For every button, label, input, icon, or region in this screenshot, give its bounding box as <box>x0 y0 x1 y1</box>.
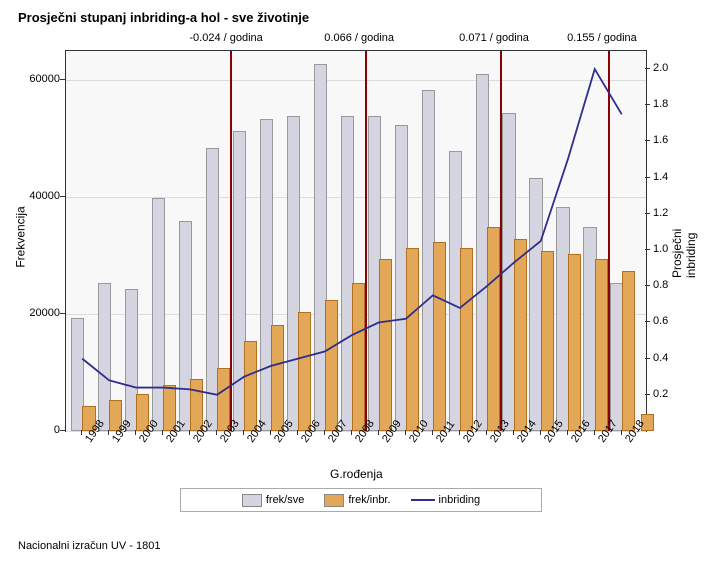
bar-inbr <box>379 259 392 431</box>
legend-label-line: inbriding <box>439 494 481 506</box>
bar-inbr <box>622 271 635 431</box>
reference-line-label: 0.066 / godina <box>324 32 394 44</box>
y-tick-left: 20000 <box>15 307 60 319</box>
x-axis-label: G.rođenja <box>330 467 383 481</box>
y-tick-right: 2.0 <box>653 62 683 74</box>
bar-inbr <box>541 251 554 431</box>
y-tick-right: 0.4 <box>653 352 683 364</box>
legend-swatch-sve <box>242 494 262 507</box>
legend-line-swatch <box>411 499 435 501</box>
bar-inbr <box>460 248 473 431</box>
legend-label-inbr: frek/inbr. <box>348 494 390 506</box>
footer-text: Nacionalni izračun UV - 1801 <box>18 540 160 552</box>
y-tick-left: 60000 <box>15 73 60 85</box>
reference-line-label: 0.155 / godina <box>567 32 637 44</box>
reference-line <box>500 51 502 431</box>
reference-line-label: 0.071 / godina <box>459 32 529 44</box>
bar-inbr <box>568 254 581 431</box>
plot-area <box>65 50 647 432</box>
y-tick-right: 1.4 <box>653 171 683 183</box>
gridline <box>66 80 646 81</box>
bar-inbr <box>433 242 446 431</box>
reference-line <box>365 51 367 431</box>
y-tick-left: 40000 <box>15 190 60 202</box>
legend-item-sve: frek/sve <box>242 494 305 507</box>
reference-line-label: -0.024 / godina <box>189 32 262 44</box>
bar-inbr <box>595 259 608 431</box>
legend-swatch-inbr <box>324 494 344 507</box>
y-tick-right: 1.8 <box>653 98 683 110</box>
reference-line <box>230 51 232 431</box>
bar-inbr <box>406 248 419 431</box>
bar-inbr <box>298 312 311 431</box>
y-tick-left: 0 <box>15 424 60 436</box>
chart-title: Prosječni stupanj inbriding-a hol - sve … <box>18 10 309 25</box>
y-tick-right: 0.2 <box>653 388 683 400</box>
y-axis-label-left: Frekvencija <box>14 206 28 267</box>
bar-inbr <box>514 239 527 431</box>
y-tick-right: 1.2 <box>653 207 683 219</box>
y-tick-right: 0.8 <box>653 279 683 291</box>
y-tick-right: 0.6 <box>653 315 683 327</box>
y-tick-right: 1.6 <box>653 134 683 146</box>
bar-inbr <box>271 325 284 431</box>
legend-item-line: inbriding <box>411 494 481 506</box>
y-tick-right: 1.0 <box>653 243 683 255</box>
bar-inbr <box>487 227 500 431</box>
bar-inbr <box>244 341 257 431</box>
bar-inbr <box>352 283 365 431</box>
legend-label-sve: frek/sve <box>266 494 305 506</box>
bar-inbr <box>325 300 338 431</box>
legend: frek/sve frek/inbr. inbriding <box>180 488 542 512</box>
legend-item-inbr: frek/inbr. <box>324 494 390 507</box>
reference-line <box>608 51 610 431</box>
